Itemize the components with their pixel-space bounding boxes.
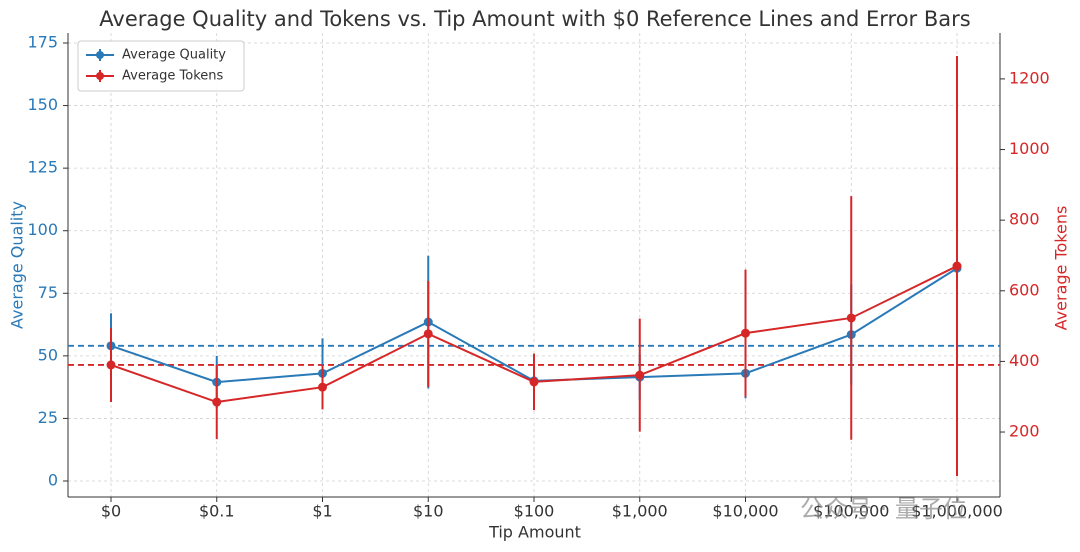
data-point bbox=[741, 328, 750, 338]
y2-tick-label: 200 bbox=[1009, 422, 1040, 441]
data-point bbox=[318, 382, 327, 392]
data-point bbox=[846, 313, 856, 323]
x-tick-label: $10 bbox=[413, 502, 444, 521]
y-tick-label: 25 bbox=[38, 408, 58, 427]
x-tick-label: $10,000 bbox=[712, 502, 778, 521]
data-point bbox=[212, 397, 222, 407]
y2-tick-label: 1000 bbox=[1009, 139, 1050, 158]
y-tick-label: 50 bbox=[38, 345, 58, 364]
legend-label: Average Tokens bbox=[122, 69, 224, 84]
y-tick-label: 150 bbox=[27, 95, 58, 114]
x-axis-label: Tip Amount bbox=[488, 523, 581, 542]
y-tick-label: 175 bbox=[27, 33, 58, 52]
watermark: 公众号 · 量子位 bbox=[800, 495, 967, 523]
x-tick-label: $0.1 bbox=[199, 502, 235, 521]
y2-tick-label: 400 bbox=[1009, 351, 1040, 370]
data-point bbox=[106, 360, 116, 370]
y2-tick-label: 600 bbox=[1009, 280, 1040, 299]
data-point bbox=[952, 261, 962, 271]
data-point bbox=[423, 329, 433, 339]
y-tick-label: 0 bbox=[48, 470, 58, 489]
chart-title: Average Quality and Tokens vs. Tip Amoun… bbox=[99, 7, 970, 31]
x-tick-label: $100 bbox=[514, 502, 555, 521]
y-tick-label: 100 bbox=[27, 220, 58, 239]
x-tick-label: $100,000 bbox=[813, 502, 889, 521]
y2-tick-label: 800 bbox=[1009, 210, 1040, 229]
x-tick-label: $1,000 bbox=[612, 502, 668, 521]
y-tick-label: 75 bbox=[38, 283, 58, 302]
legend-marker bbox=[96, 72, 104, 80]
y2-axis-label: Average Tokens bbox=[1052, 206, 1071, 331]
x-tick-label: $1,000,000 bbox=[911, 502, 1003, 521]
x-tick-label: $1 bbox=[312, 502, 332, 521]
legend-marker bbox=[96, 51, 104, 59]
y-tick-label: 125 bbox=[27, 158, 58, 177]
data-point bbox=[529, 377, 539, 387]
legend-label: Average Quality bbox=[122, 48, 226, 63]
legend-box bbox=[77, 40, 245, 92]
y-axis-label: Average Quality bbox=[8, 201, 27, 329]
x-tick-label: $0 bbox=[101, 502, 121, 521]
data-point bbox=[635, 370, 645, 380]
y2-tick-label: 1200 bbox=[1009, 68, 1050, 87]
